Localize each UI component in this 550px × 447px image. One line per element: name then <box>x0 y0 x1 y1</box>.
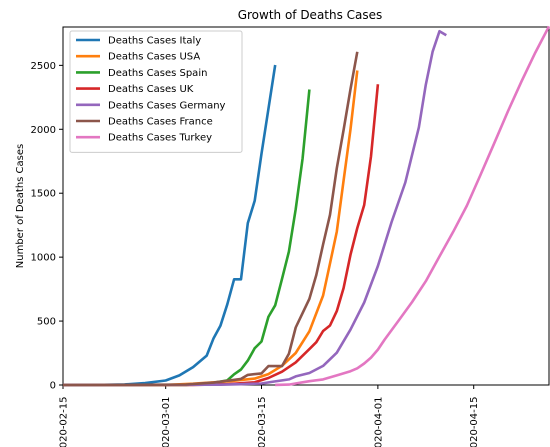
legend: Deaths Cases Italy Deaths Cases USA Deaths… <box>69 30 243 153</box>
y-tick-label: 1000 <box>31 253 56 264</box>
chart-title: Growth of Deaths Cases <box>238 8 383 22</box>
y-axis-label: Number of Deaths Cases <box>15 144 26 268</box>
series-line-deaths-cases-turkey <box>275 25 550 387</box>
y-tick-label: 500 <box>37 317 56 328</box>
legend-box <box>69 30 243 153</box>
series-line-deaths-cases-germany <box>62 29 447 387</box>
y-tick-label: 0 <box>50 381 56 392</box>
series-line-deaths-cases-france <box>62 51 359 387</box>
legend-label: Deaths Cases Germany <box>108 100 226 111</box>
series-line-deaths-cases-italy <box>62 64 277 387</box>
x-tick-label: 2020-02-15 <box>59 397 70 447</box>
series-lines <box>62 25 550 387</box>
axes: 0 500 1000 1500 2000 2500 2020-02-15 2020-03-01… <box>31 61 481 447</box>
x-tick-label: 2020-04-01 <box>373 397 384 447</box>
legend-label: Deaths Cases Italy <box>108 36 201 47</box>
y-tick-label: 2500 <box>31 61 56 72</box>
x-tick-label: 2020-03-01 <box>161 397 172 447</box>
legend-label: Deaths Cases Turkey <box>108 133 212 144</box>
y-tick-label: 1500 <box>31 189 56 200</box>
legend-label: Deaths Cases France <box>108 117 213 128</box>
legend-label: Deaths Cases Spain <box>108 68 207 79</box>
y-tick-label: 2000 <box>31 125 56 136</box>
legend-label: Deaths Cases USA <box>108 52 200 63</box>
x-tick-label: 2020-03-15 <box>257 397 268 447</box>
legend-label: Deaths Cases UK <box>108 84 194 95</box>
x-tick-label: 2020-04-15 <box>469 397 480 447</box>
